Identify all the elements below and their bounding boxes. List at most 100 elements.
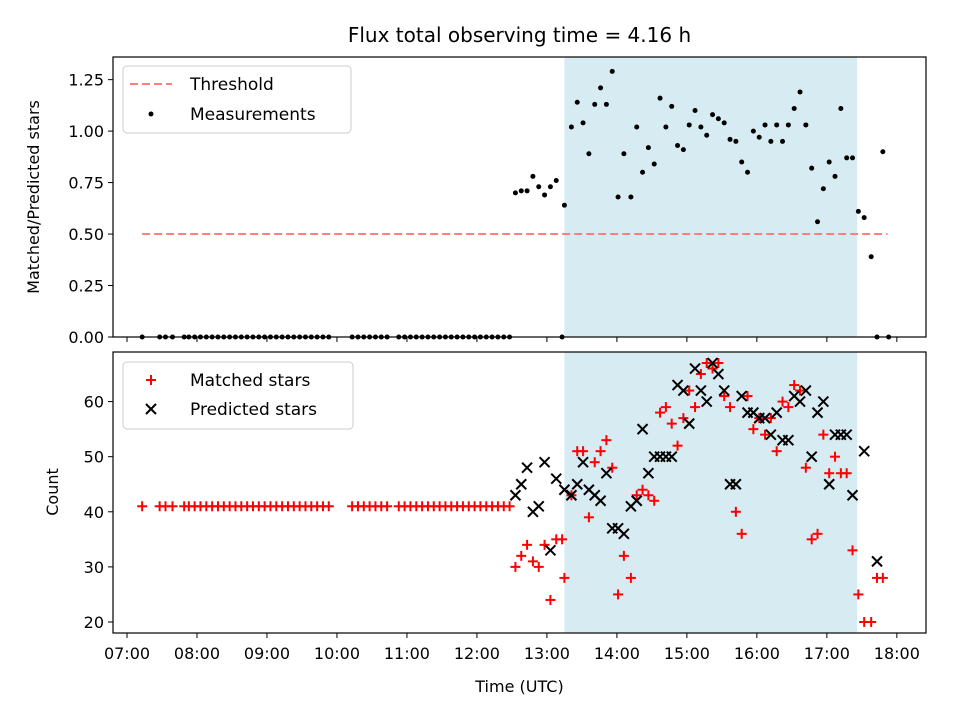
y-tick-label: 50 (84, 448, 104, 467)
measurement-point (603, 101, 609, 107)
measurement-point (815, 219, 821, 225)
measurement-point (621, 151, 627, 157)
measurement-point (615, 194, 621, 200)
measurement-point (512, 190, 518, 196)
legend-measurements-label: Measurements (190, 105, 316, 125)
measurement-point (739, 159, 745, 165)
chart-title: Flux total observing time = 4.16 h (348, 23, 691, 47)
matched-point (613, 589, 624, 600)
measurement-point (536, 184, 542, 190)
x-stroke (823, 478, 835, 490)
matched-point (516, 550, 527, 561)
predicted-point (782, 434, 795, 446)
x-tick-label: 11:00 (384, 644, 430, 663)
matched-point (806, 534, 817, 545)
top-panel: 0.00 0.25 0.50 0.75 1.00 1.25 Matched/Predict… (24, 56, 927, 347)
matched-point (847, 545, 858, 556)
measurement-point (710, 112, 716, 118)
predicted-point (765, 428, 777, 441)
measurement-point (628, 194, 634, 200)
x-stroke (594, 495, 607, 507)
measurement-point (530, 173, 536, 179)
predicted-point (636, 423, 649, 435)
matched-point (672, 440, 683, 451)
x-stroke (871, 555, 883, 568)
matched-point (578, 446, 589, 457)
matched-point (678, 413, 689, 424)
x-stroke (683, 417, 695, 430)
matched-point (760, 429, 771, 440)
x-stroke (712, 368, 725, 380)
predicted-point (706, 357, 719, 369)
matched-point (812, 528, 823, 539)
measurement-point (855, 208, 861, 214)
matched-point (830, 451, 841, 462)
matched-point (649, 495, 660, 506)
bottom-axes-frame (112, 351, 927, 634)
measurement-point (832, 173, 838, 179)
matched-point (527, 556, 538, 567)
x-stroke (858, 445, 870, 457)
legend-matched-label: Matched stars (190, 371, 310, 391)
matched-point (789, 380, 800, 391)
predicted-point (618, 528, 630, 540)
x-stroke (550, 473, 562, 485)
x-stroke (770, 406, 783, 419)
measurement-point (826, 159, 832, 165)
x-stroke (840, 428, 853, 441)
measurement-point (580, 120, 586, 126)
predicted-point (840, 428, 853, 441)
predicted-point (631, 495, 643, 507)
predicted-point (509, 489, 522, 501)
predicted-point (701, 395, 713, 408)
matched-point (545, 594, 556, 605)
matched-point (765, 413, 776, 424)
matched-point (824, 468, 835, 479)
x-stroke (544, 544, 557, 557)
predicted-point (544, 544, 557, 557)
predicted-point (759, 412, 771, 424)
x-stroke (671, 379, 684, 391)
measurement-point (745, 169, 751, 175)
measurement-point (657, 95, 663, 101)
predicted-point (571, 478, 583, 490)
y-tick-label: 0.00 (68, 328, 104, 347)
x-stroke (811, 406, 824, 419)
matched-point (736, 528, 747, 539)
matched-point (660, 402, 671, 413)
matched-point (783, 402, 794, 413)
measurement-point (850, 155, 856, 161)
matched-point (643, 490, 654, 501)
matched-point (800, 462, 811, 473)
matched-point (866, 616, 877, 627)
measurement-point (704, 132, 710, 138)
matched-point (167, 501, 178, 512)
legend-matched-swatch (146, 375, 156, 385)
x-stroke (718, 384, 730, 397)
span-rect (564, 57, 858, 337)
x-stroke (817, 395, 830, 408)
x-stroke (515, 478, 527, 490)
measurement-point (774, 122, 780, 128)
y-tick-label: 0.25 (68, 277, 104, 296)
measurement-point (553, 178, 559, 184)
predicted-point (695, 384, 707, 397)
x-stroke (735, 390, 748, 402)
y-tick-label: 30 (84, 558, 104, 577)
matched-point (522, 539, 533, 550)
matched-point (841, 468, 852, 479)
predicted-point (712, 368, 725, 380)
x-axis-label: Time (UTC) (474, 677, 563, 696)
x-stroke (509, 489, 522, 501)
matched-point (701, 358, 712, 369)
matched-point (777, 396, 788, 407)
measurement-point (518, 188, 524, 194)
y-tick-label: 0.75 (68, 174, 104, 193)
matched-point (510, 561, 521, 572)
legend-measurements-swatch (148, 111, 154, 117)
x-stroke (689, 362, 701, 375)
x-stroke (759, 412, 771, 424)
predicted-point (538, 456, 551, 468)
matched-point (323, 501, 334, 512)
